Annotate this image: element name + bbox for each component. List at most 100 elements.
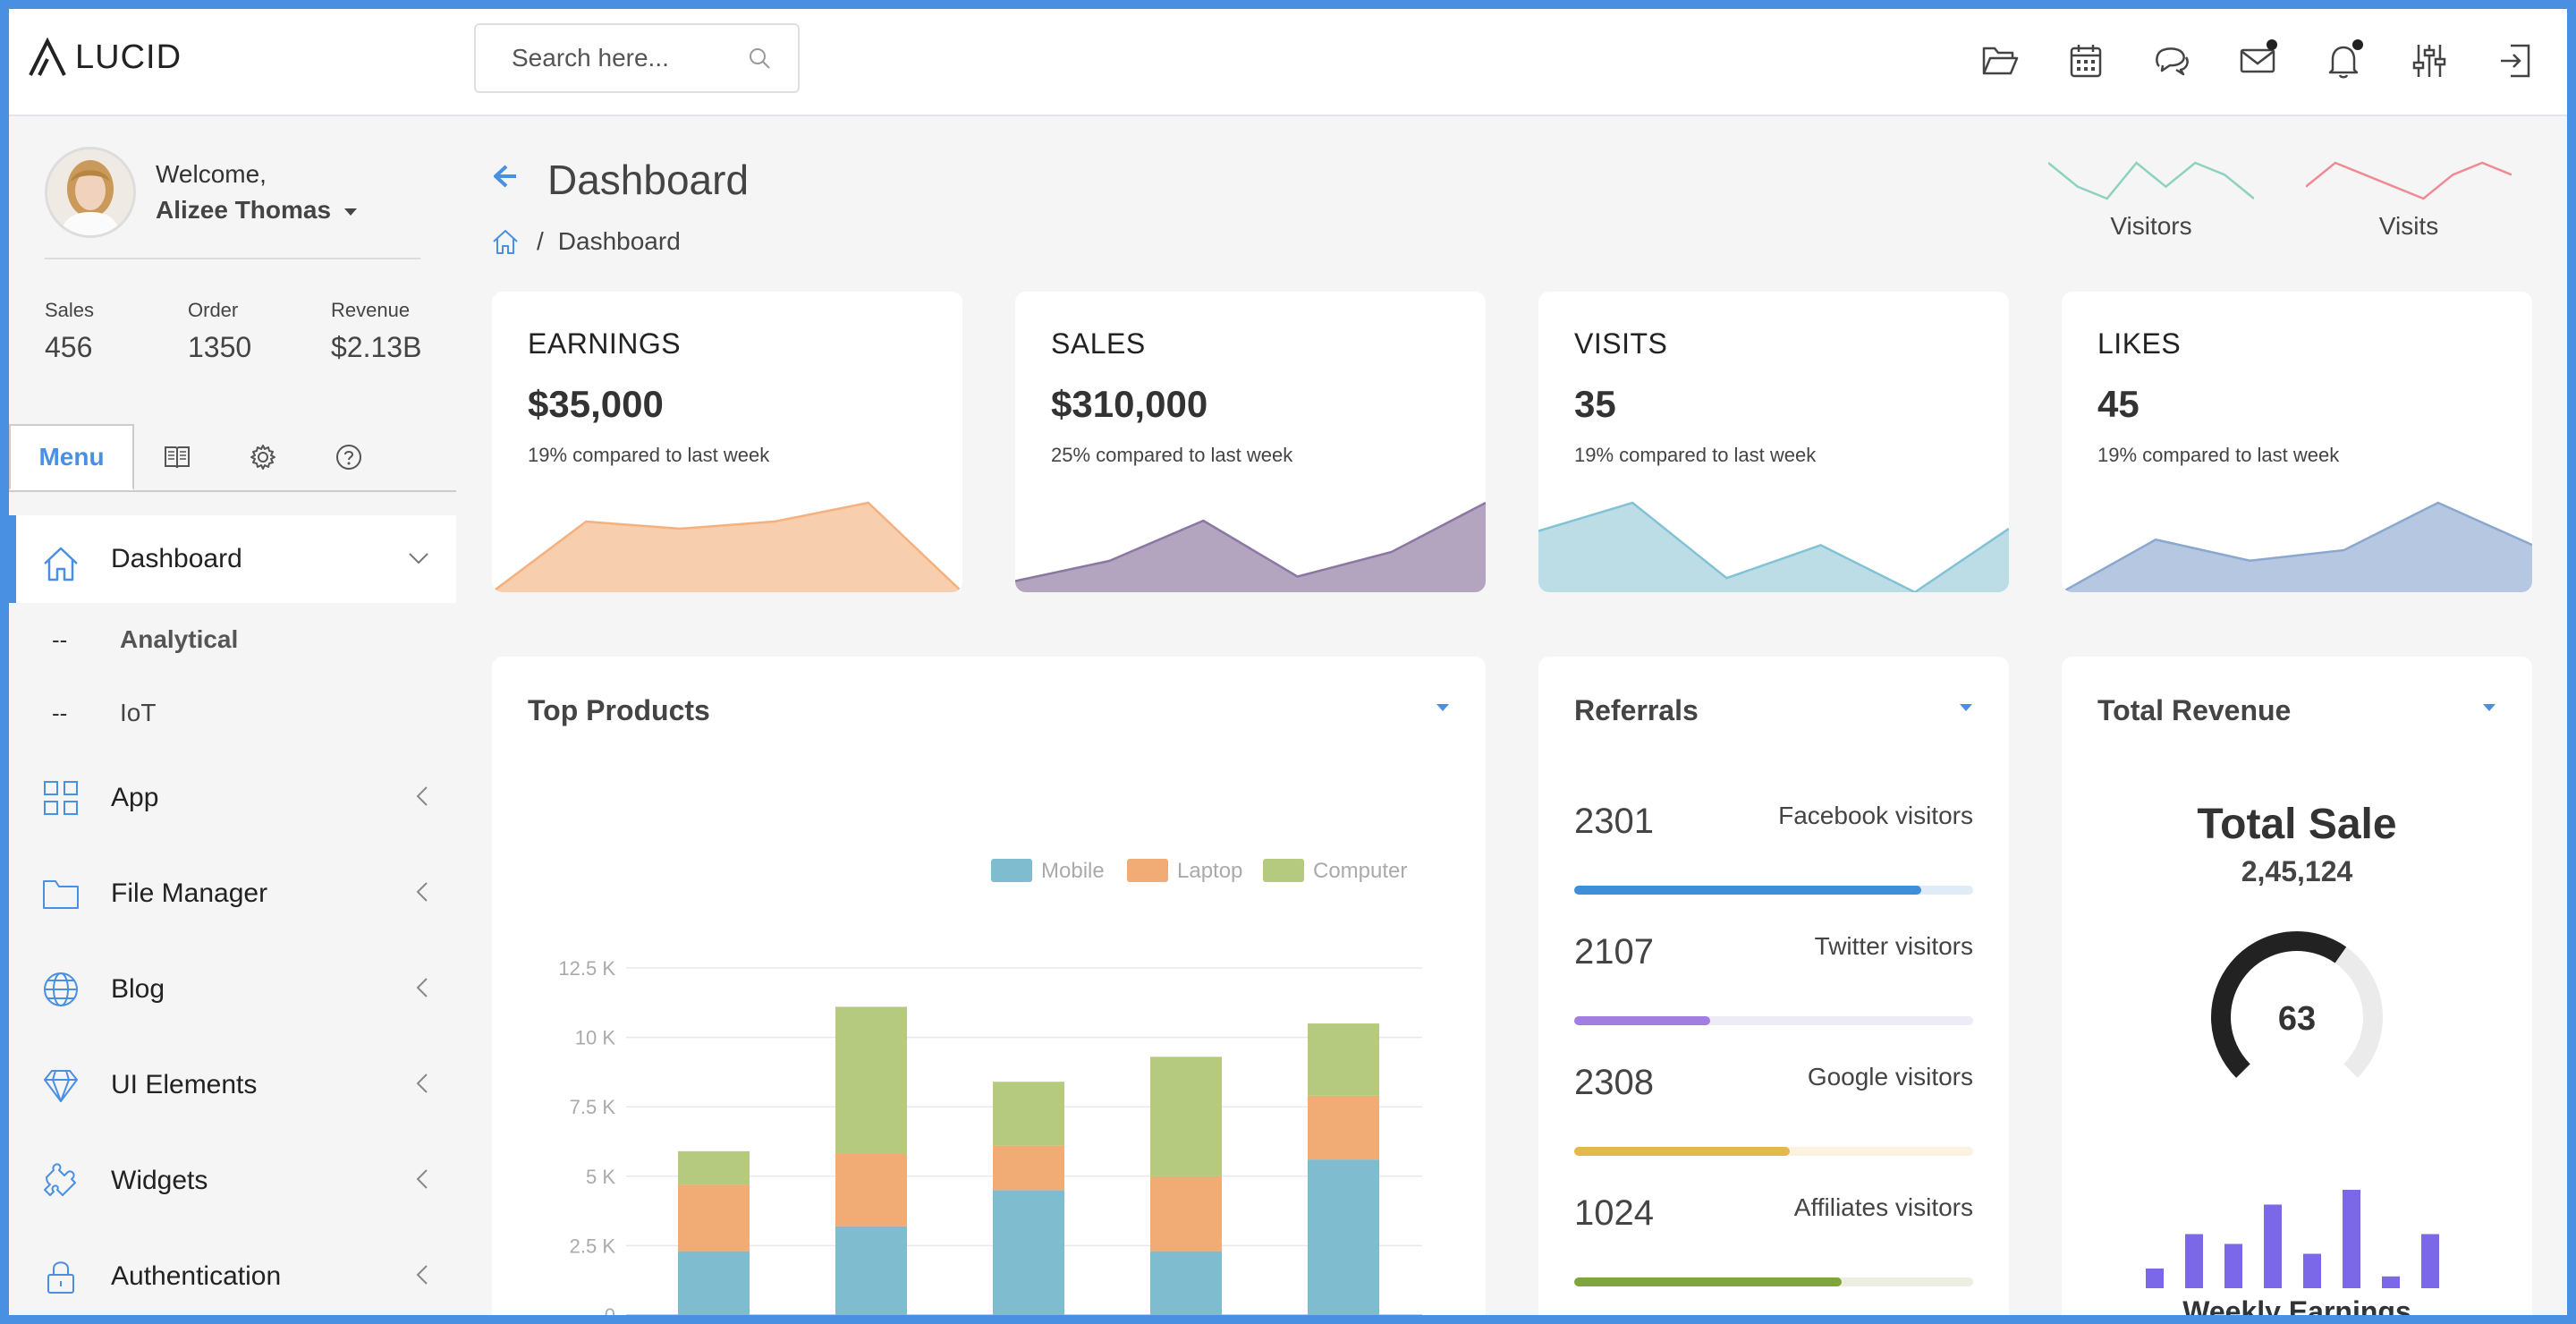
sidebar-subitem-iot[interactable]: -- IoT: [9, 676, 456, 750]
bar-mobile: [1150, 1251, 1222, 1315]
card-menu-caret-icon[interactable]: [1959, 703, 1973, 712]
referral-progress: [1574, 1277, 1973, 1286]
breadcrumb-separator: /: [537, 227, 544, 255]
logout-button[interactable]: [2472, 36, 2558, 86]
weekly-bar: [2343, 1190, 2360, 1288]
subitem-label: Analytical: [120, 625, 239, 653]
bar-mobile: [678, 1251, 750, 1315]
logo-icon: [29, 38, 66, 76]
likes-card: LIKES 45 19% compared to last week: [2062, 292, 2532, 592]
globe-icon: [44, 972, 78, 1006]
top-bar: LUCID: [9, 9, 2567, 116]
visitors-sparkline: [2047, 161, 2255, 200]
bar-laptop: [1308, 1095, 1379, 1160]
y-tick-label: 2.5 K: [570, 1235, 616, 1257]
card-title: EARNINGS: [528, 327, 682, 360]
calendar-icon: [2070, 45, 2102, 78]
weekly-earnings-label: Weekly Earnings: [2182, 1295, 2411, 1315]
weekly-bar: [2146, 1269, 2164, 1288]
y-tick-label: 12.5 K: [558, 957, 615, 980]
weekly-bar: [2303, 1253, 2321, 1288]
back-arrow-icon[interactable]: [492, 163, 519, 190]
tab-help[interactable]: [306, 424, 392, 490]
sidebar-item-ui-elements[interactable]: UI Elements: [9, 1037, 456, 1133]
referral-progress: [1574, 1016, 1973, 1025]
stat-sales: Sales 456: [45, 299, 188, 364]
referral-progress: [1574, 886, 1973, 895]
card-title: SALES: [1051, 327, 1146, 360]
sales-card: SALES $310,000 25% compared to last week: [1015, 292, 1486, 592]
calendar-button[interactable]: [2043, 36, 2129, 86]
breadcrumb-current: Dashboard: [557, 227, 681, 255]
logo[interactable]: LUCID: [29, 38, 182, 77]
sidebar-item-widgets[interactable]: Widgets: [9, 1133, 456, 1228]
tab-menu[interactable]: Menu: [9, 424, 134, 490]
sales-area-chart: [1015, 501, 1486, 592]
legend-label: Laptop: [1177, 859, 1242, 883]
weekly-bar: [2185, 1234, 2203, 1288]
referral-value: 2308: [1574, 1063, 1654, 1102]
sparkline-label: Visitors: [2110, 212, 2192, 240]
puzzle-icon: [44, 1163, 76, 1196]
card-menu-caret-icon[interactable]: [2482, 703, 2496, 712]
referral-progress-fill: [1574, 1277, 1842, 1286]
card-value: 45: [2097, 383, 2140, 425]
sidebar-item-blog[interactable]: Blog: [9, 941, 456, 1037]
sidebar-item-label: App: [111, 782, 159, 812]
total-sale-value: 2,45,124: [2241, 855, 2353, 887]
chat-button[interactable]: [2129, 36, 2215, 86]
legend-swatch: [1127, 859, 1168, 882]
sidebar-item-label: Blog: [111, 973, 165, 1004]
sidebar-item-label: Dashboard: [111, 544, 242, 573]
area-fill: [1015, 503, 1486, 592]
sidebar-item-dashboard[interactable]: Dashboard: [9, 515, 456, 603]
stat-label: Revenue: [331, 299, 411, 321]
referral-value: 1024: [1574, 1193, 1654, 1233]
visits-card: VISITS 35 19% compared to last week: [1538, 292, 2009, 592]
avatar[interactable]: [45, 147, 136, 238]
search-icon[interactable]: [748, 47, 771, 70]
y-tick-label: 5 K: [586, 1166, 615, 1188]
user-menu[interactable]: Alizee Thomas: [156, 196, 358, 225]
weekly-bar: [2382, 1276, 2400, 1288]
legend-swatch: [1263, 859, 1304, 882]
tab-settings[interactable]: [220, 424, 306, 490]
card-value: 35: [1574, 383, 1616, 425]
folder-button[interactable]: [1957, 36, 2043, 86]
quick-stats: Sales 456 Order 1350 Revenue $2.13B: [45, 299, 438, 364]
referral-label: Twitter visitors: [1814, 932, 1973, 960]
bar-computer: [835, 1006, 907, 1154]
caret-down-icon: [343, 208, 357, 216]
sidebar-item-app[interactable]: App: [9, 750, 456, 845]
search-box: [474, 23, 800, 93]
mail-button[interactable]: [2215, 36, 2301, 86]
area-line: [1538, 501, 2009, 592]
card-subtitle: 25% compared to last week: [1051, 444, 1293, 466]
card-title: Referrals: [1574, 694, 1699, 726]
card-menu-caret-icon[interactable]: [1436, 703, 1450, 712]
visits-sparkline: [2305, 161, 2512, 200]
legend-label: Computer: [1313, 859, 1407, 883]
notifications-button[interactable]: [2301, 36, 2386, 86]
referral-label: Google visitors: [1807, 1063, 1973, 1091]
sidebar-subitem-analytical[interactable]: -- Analytical: [9, 603, 456, 676]
settings-sliders-button[interactable]: [2386, 36, 2472, 86]
welcome-block: Welcome, Alizee Thomas: [156, 160, 358, 225]
search-input[interactable]: [510, 43, 728, 73]
bar-laptop: [993, 1145, 1064, 1191]
app-frame: LUCID: [9, 9, 2567, 1315]
home-icon[interactable]: [492, 228, 519, 255]
referral-progress-fill: [1574, 886, 1922, 895]
sidebar-item-file-manager[interactable]: File Manager: [9, 845, 456, 941]
bell-notification-dot: [2352, 39, 2363, 50]
sidebar: Welcome, Alizee Thomas Sales 456 Order 1…: [9, 116, 456, 1315]
sparkline-line: [2305, 161, 2512, 200]
chat-icon: [2156, 47, 2189, 76]
top-products-card: Top Products 02.5 K5 K7.5 K10 K12.5 KQ1Q…: [492, 657, 1486, 1315]
weekly-bar: [2224, 1243, 2242, 1288]
referral-progress-fill: [1574, 1147, 1790, 1156]
sidebar-item-authentication[interactable]: Authentication: [9, 1228, 456, 1315]
breadcrumb: / Dashboard: [492, 227, 681, 256]
tab-documentation[interactable]: [134, 424, 220, 490]
sidebar-item-label: Authentication: [111, 1260, 282, 1291]
